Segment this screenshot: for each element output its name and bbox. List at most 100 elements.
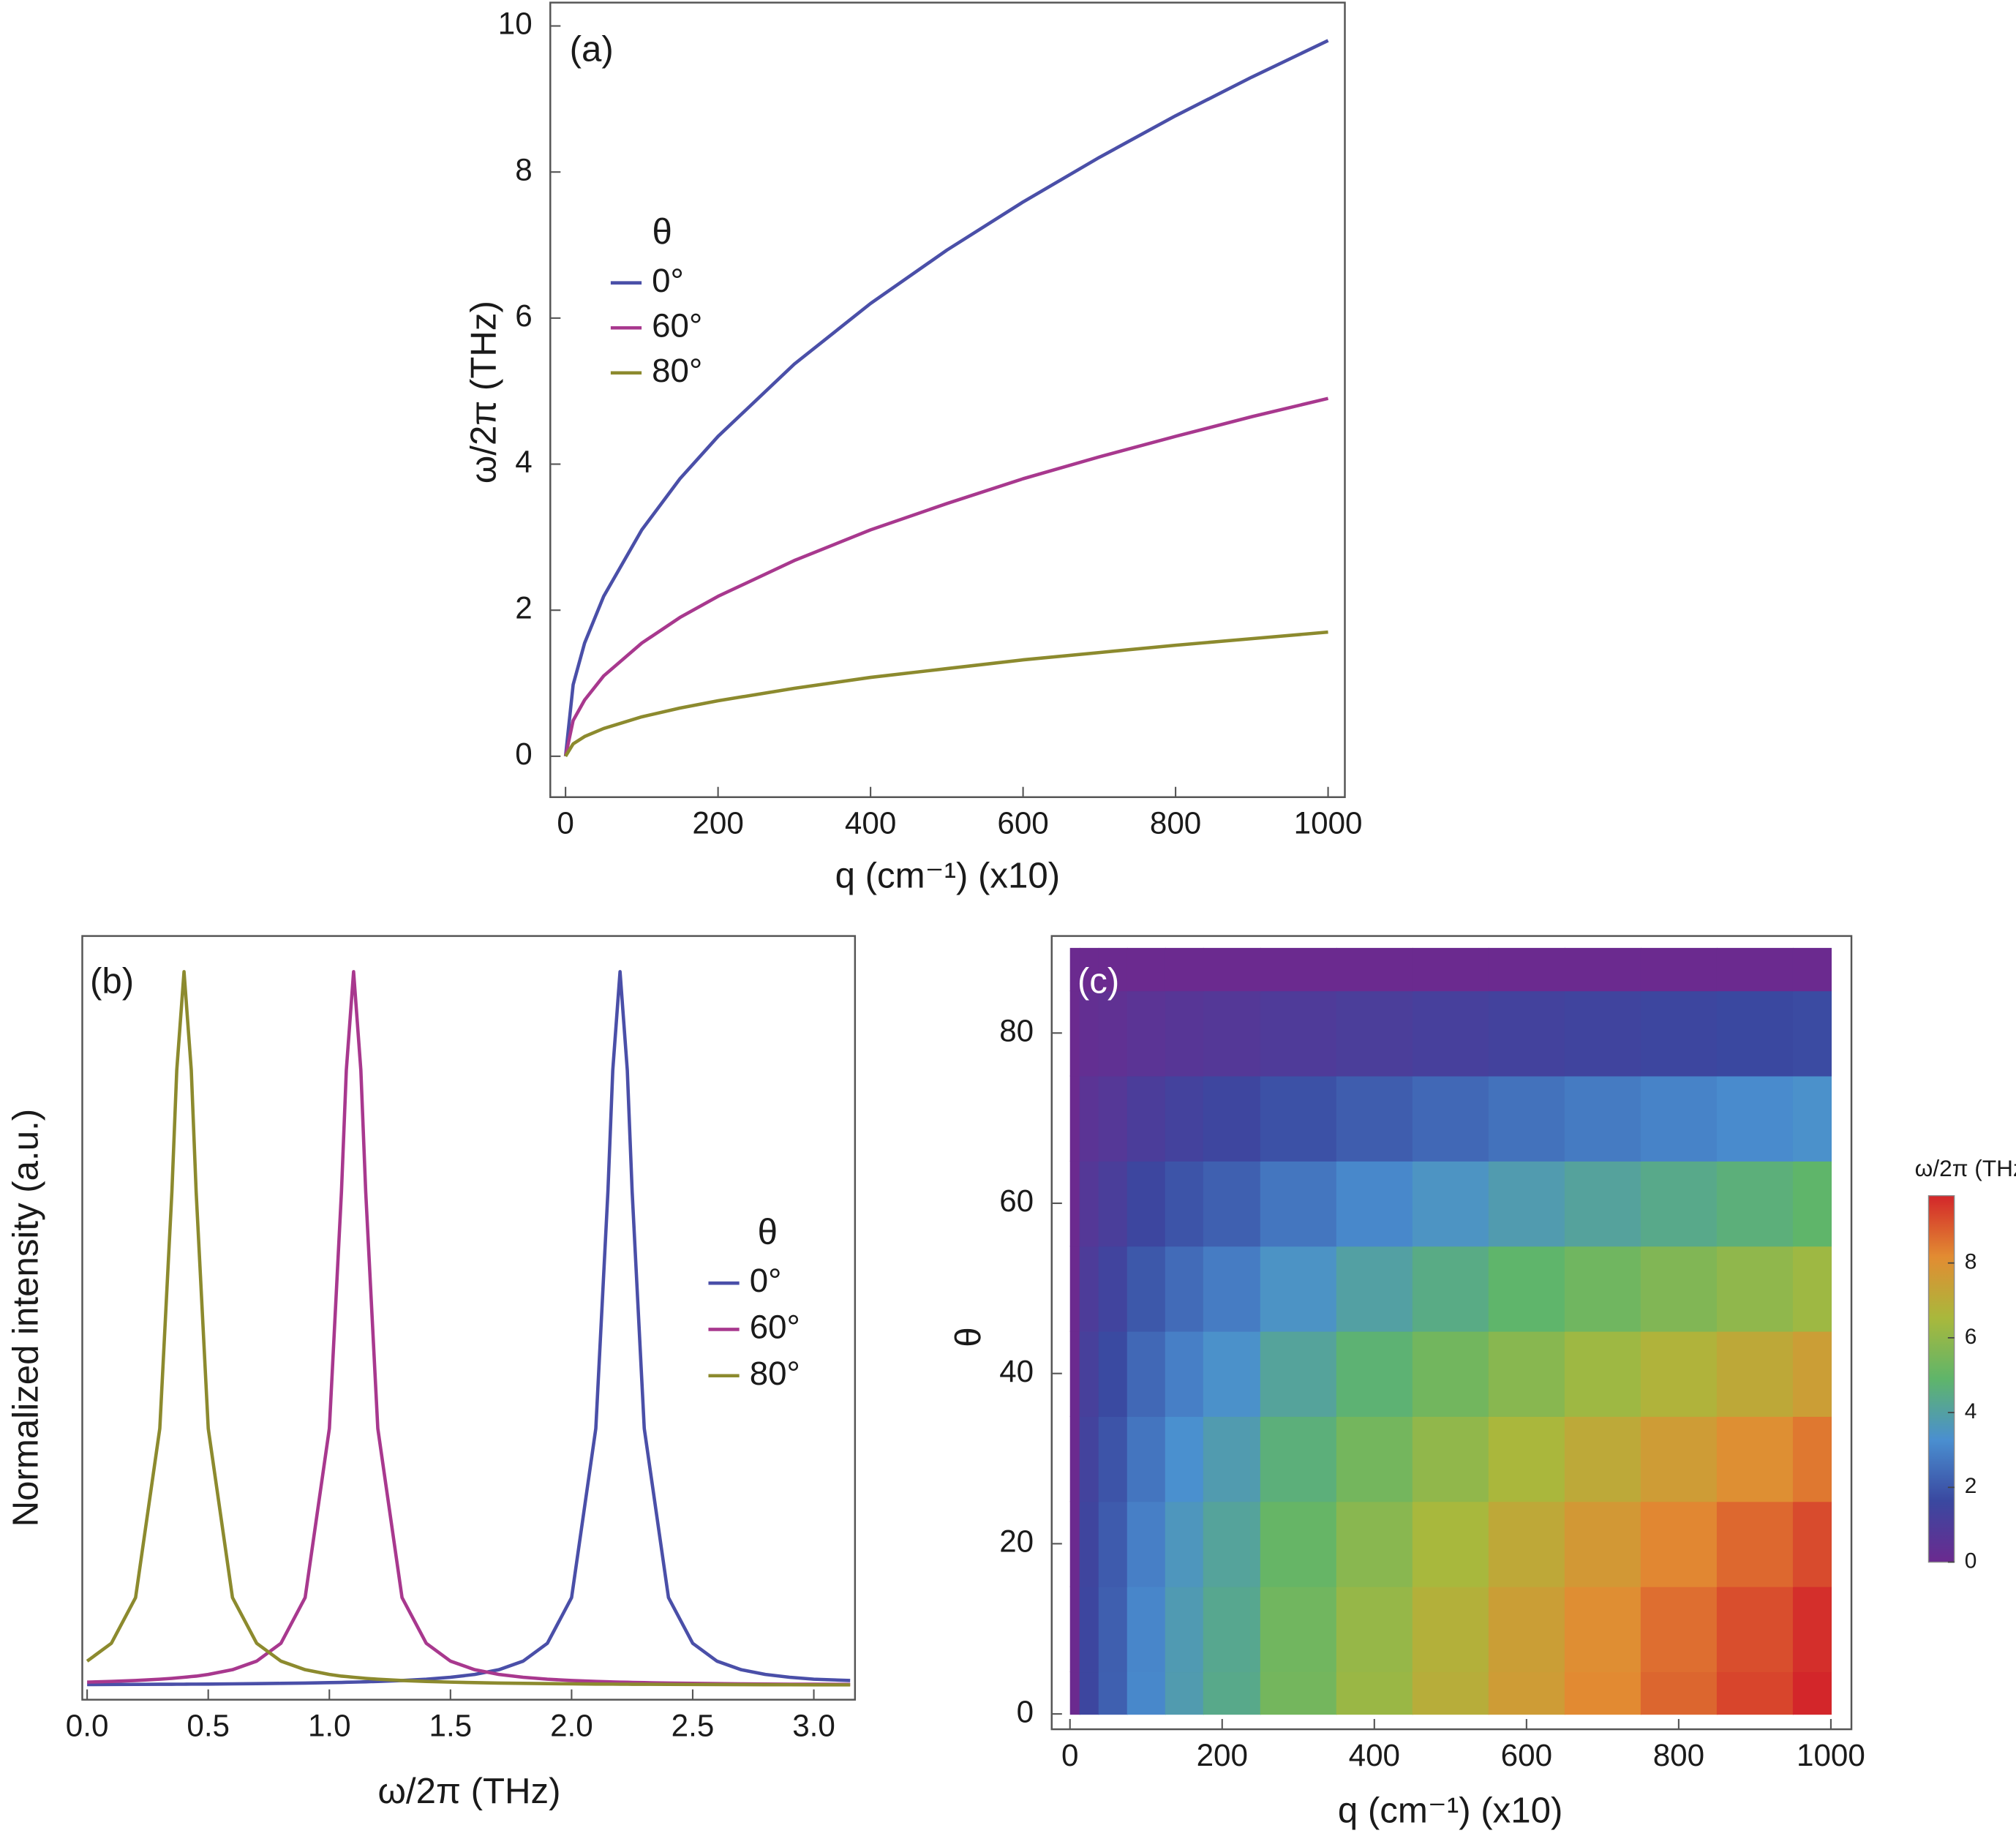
y-tick-label: 40	[999, 1354, 1034, 1388]
heat-cell	[1412, 1160, 1489, 1247]
heat-cell	[1165, 1246, 1204, 1332]
x-tick-label: 3.0	[792, 1708, 835, 1742]
heat-cell	[1079, 1246, 1099, 1332]
x-tick-label: 0	[557, 806, 573, 840]
heat-cell	[1412, 1246, 1489, 1332]
heat-cell	[1203, 1246, 1261, 1332]
heat-cell	[1098, 1331, 1128, 1417]
heat-cell	[1412, 1586, 1489, 1673]
series-line	[564, 630, 1328, 758]
x-tick-label: 800	[1653, 1738, 1704, 1772]
heat-cell	[1640, 1160, 1718, 1247]
legend-title: θ	[758, 1211, 778, 1252]
heat-cell	[1069, 1586, 1080, 1673]
series-line	[86, 970, 851, 1687]
heat-cell	[1203, 1671, 1261, 1715]
heat-cell	[1640, 1246, 1718, 1332]
heat-cell	[1260, 1586, 1337, 1673]
heat-cell	[1127, 947, 1166, 992]
x-tick-label: 600	[997, 806, 1048, 840]
heat-cell	[1488, 1160, 1565, 1247]
heat-cell	[1336, 990, 1413, 1077]
x-tick-label: 2.5	[672, 1708, 715, 1742]
heat-cell	[1079, 1586, 1099, 1673]
heat-cell	[1716, 1671, 1794, 1715]
heat-cell	[1260, 1160, 1337, 1247]
colorbar-label: ω/2π (THz)	[1915, 1155, 2016, 1181]
heat-cell	[1412, 1671, 1489, 1715]
heat-cell	[1640, 1331, 1718, 1417]
heat-cell	[1412, 1501, 1489, 1587]
heat-cell	[1069, 1246, 1080, 1332]
heat-cell	[1488, 1246, 1565, 1332]
heat-cell	[1203, 1160, 1261, 1247]
heat-cell	[1098, 1160, 1128, 1247]
heat-cell	[1127, 1415, 1166, 1502]
x-tick-label: 1000	[1797, 1738, 1865, 1772]
heat-cell	[1203, 1331, 1261, 1417]
heat-cell	[1488, 1331, 1565, 1417]
heat-cell	[1079, 1671, 1099, 1715]
heat-cell	[1069, 947, 1080, 992]
x-axis-label: q (cm⁻¹) (x10)	[835, 856, 1061, 896]
heat-cell	[1792, 1501, 1832, 1587]
heat-cell	[1203, 990, 1261, 1077]
heat-cell	[1069, 1415, 1080, 1502]
heat-cell	[1165, 1415, 1204, 1502]
heat-cell	[1792, 1415, 1832, 1502]
x-tick-label: 0.0	[66, 1708, 109, 1742]
heat-cell	[1127, 1160, 1166, 1247]
heat-cell	[1127, 990, 1166, 1077]
plot-frame	[81, 935, 857, 1701]
legend-label: 80°	[750, 1355, 800, 1392]
x-tick-label: 400	[1349, 1738, 1400, 1772]
heat-cell	[1716, 1331, 1794, 1417]
legend-label: 60°	[652, 306, 702, 344]
x-tick-label: 800	[1150, 806, 1201, 840]
heat-cell	[1079, 1501, 1099, 1587]
legend-label: 60°	[750, 1309, 800, 1346]
heat-cell	[1069, 1160, 1080, 1247]
colorbar-tick-label: 6	[1965, 1325, 1977, 1349]
heat-cell	[1640, 1671, 1718, 1715]
y-tick-label: 10	[498, 7, 533, 41]
x-tick-label: 1.5	[429, 1708, 473, 1742]
heat-cell	[1079, 1160, 1099, 1247]
heat-cell	[1716, 1586, 1794, 1673]
heat-cell	[1165, 1075, 1204, 1162]
heat-cell	[1260, 947, 1337, 992]
heat-cell	[1640, 1415, 1718, 1502]
legend-title: θ	[652, 211, 672, 252]
series-line	[563, 39, 1329, 757]
heat-cell	[1098, 947, 1128, 992]
y-tick-label: 0	[515, 737, 532, 771]
y-tick-label: 4	[515, 445, 532, 479]
heat-cell	[1260, 1671, 1337, 1715]
colorbar-tick-label: 4	[1965, 1399, 1977, 1423]
heat-cell	[1203, 1501, 1261, 1587]
x-tick-label: 0	[1061, 1738, 1078, 1772]
heat-cell	[1098, 1501, 1128, 1587]
heat-cell	[1792, 1075, 1832, 1162]
heat-cell	[1203, 947, 1261, 992]
heat-cell	[1488, 1671, 1565, 1715]
heat-cell	[1564, 1415, 1641, 1502]
heat-cell	[1488, 1586, 1565, 1673]
heat-cell	[1564, 947, 1641, 992]
x-axis-label: ω/2π (THz)	[378, 1771, 561, 1811]
heat-cell	[1098, 1415, 1128, 1502]
colorbar-tick-label: 8	[1965, 1250, 1977, 1274]
heat-cell	[1336, 1671, 1413, 1715]
heat-cell	[1079, 990, 1099, 1077]
x-axis-label: q (cm⁻¹) (x10)	[1338, 1790, 1563, 1830]
heat-cell	[1412, 1331, 1489, 1417]
panel-label: (a)	[570, 29, 614, 69]
heat-cell	[1260, 1331, 1337, 1417]
heat-cell	[1127, 1586, 1166, 1673]
heat-cell	[1412, 990, 1489, 1077]
heat-cell	[1260, 1246, 1337, 1332]
heat-cell	[1165, 1671, 1204, 1715]
heat-cell	[1165, 1586, 1204, 1673]
heat-cell	[1716, 1415, 1794, 1502]
